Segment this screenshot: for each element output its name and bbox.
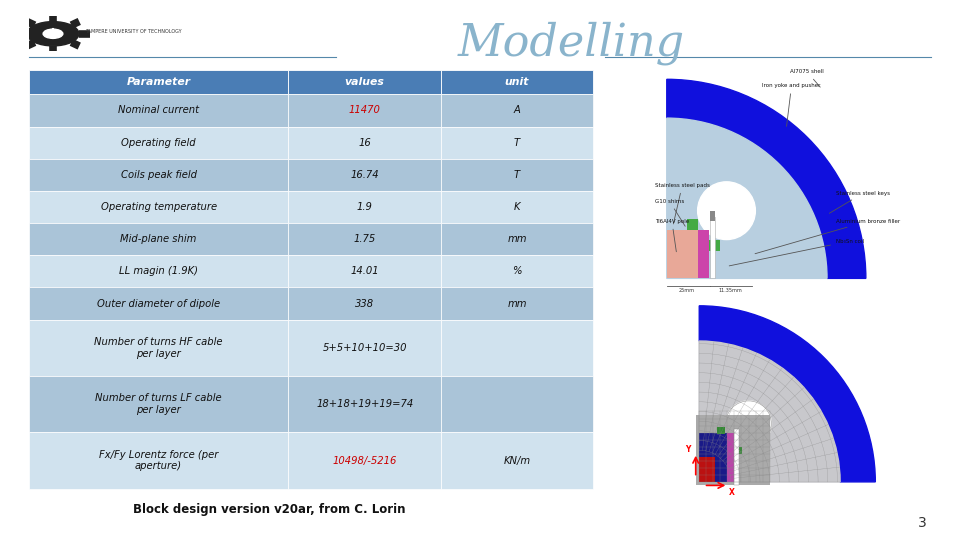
Text: K: K	[514, 202, 520, 212]
Text: Nominal current: Nominal current	[118, 105, 199, 116]
Text: unit: unit	[505, 77, 529, 87]
Text: 5+5+10+10=30: 5+5+10+10=30	[323, 343, 407, 353]
FancyBboxPatch shape	[696, 415, 770, 485]
Text: 11.35mm: 11.35mm	[719, 288, 742, 293]
FancyBboxPatch shape	[708, 240, 720, 251]
Text: TAMPERE UNIVERSITY OF TECHNOLOGY: TAMPERE UNIVERSITY OF TECHNOLOGY	[84, 29, 181, 34]
Text: Number of turns LF cable
per layer: Number of turns LF cable per layer	[95, 394, 222, 415]
Circle shape	[726, 401, 772, 447]
Text: Stainless steel keys: Stainless steel keys	[829, 191, 890, 213]
FancyBboxPatch shape	[717, 427, 725, 434]
Text: Ti6Al4V pole: Ti6Al4V pole	[655, 219, 689, 252]
FancyBboxPatch shape	[727, 433, 734, 482]
Wedge shape	[699, 341, 840, 482]
Text: mm: mm	[507, 234, 527, 244]
Text: Outer diameter of dipole: Outer diameter of dipole	[97, 299, 220, 308]
Text: KN/m: KN/m	[503, 456, 531, 465]
Text: T: T	[514, 138, 520, 147]
Text: Al7075 shell: Al7075 shell	[790, 69, 824, 87]
FancyBboxPatch shape	[686, 219, 698, 230]
Text: Fx/Fy Lorentz force (per
aperture): Fx/Fy Lorentz force (per aperture)	[99, 450, 218, 471]
Text: 10498/-5216: 10498/-5216	[332, 456, 396, 465]
Text: X: X	[730, 488, 735, 497]
Text: 14.01: 14.01	[350, 266, 379, 276]
Text: Operating field: Operating field	[121, 138, 196, 147]
Text: Number of turns HF cable
per layer: Number of turns HF cable per layer	[94, 337, 223, 359]
Text: Y: Y	[685, 445, 690, 454]
FancyBboxPatch shape	[734, 447, 742, 454]
Text: G10 shims: G10 shims	[655, 199, 685, 226]
Circle shape	[698, 182, 756, 240]
Text: 16: 16	[358, 138, 372, 147]
Wedge shape	[667, 118, 827, 279]
FancyBboxPatch shape	[698, 230, 708, 279]
FancyBboxPatch shape	[699, 457, 715, 482]
Text: mm: mm	[507, 299, 527, 308]
Text: Parameter: Parameter	[127, 77, 191, 87]
Text: T: T	[514, 170, 520, 180]
FancyBboxPatch shape	[699, 433, 734, 482]
Text: 25mm: 25mm	[679, 288, 695, 293]
Text: 18+18+19+19=74: 18+18+19+19=74	[316, 399, 414, 409]
Text: values: values	[345, 77, 385, 87]
FancyBboxPatch shape	[709, 217, 715, 279]
Text: LL magin (1.9K): LL magin (1.9K)	[119, 266, 198, 276]
FancyBboxPatch shape	[667, 230, 706, 279]
Text: %: %	[513, 266, 522, 276]
Text: 3: 3	[918, 516, 926, 530]
Text: Operating temperature: Operating temperature	[101, 202, 217, 212]
Text: Iron yoke and pusher: Iron yoke and pusher	[762, 83, 821, 126]
Text: 1.75: 1.75	[353, 234, 375, 244]
Text: Modelling: Modelling	[458, 22, 684, 65]
Text: Mid-plane shim: Mid-plane shim	[120, 234, 197, 244]
Text: 11470: 11470	[348, 105, 380, 116]
Circle shape	[27, 22, 79, 46]
Text: Block design version v20ar, from C. Lorin: Block design version v20ar, from C. Lori…	[132, 503, 405, 516]
Wedge shape	[667, 79, 866, 279]
Text: Aluminium bronze filler: Aluminium bronze filler	[756, 219, 900, 254]
Text: A: A	[514, 105, 520, 116]
Text: Coils peak field: Coils peak field	[121, 170, 197, 180]
Circle shape	[43, 29, 62, 38]
Text: 338: 338	[355, 299, 374, 308]
FancyBboxPatch shape	[709, 211, 715, 221]
FancyBboxPatch shape	[734, 429, 739, 485]
Text: Stainless steel pads: Stainless steel pads	[655, 183, 709, 224]
Wedge shape	[699, 306, 876, 482]
Text: 16.74: 16.74	[350, 170, 379, 180]
Text: 1.9: 1.9	[357, 202, 372, 212]
Text: Nb₃Sn coil: Nb₃Sn coil	[730, 239, 864, 266]
